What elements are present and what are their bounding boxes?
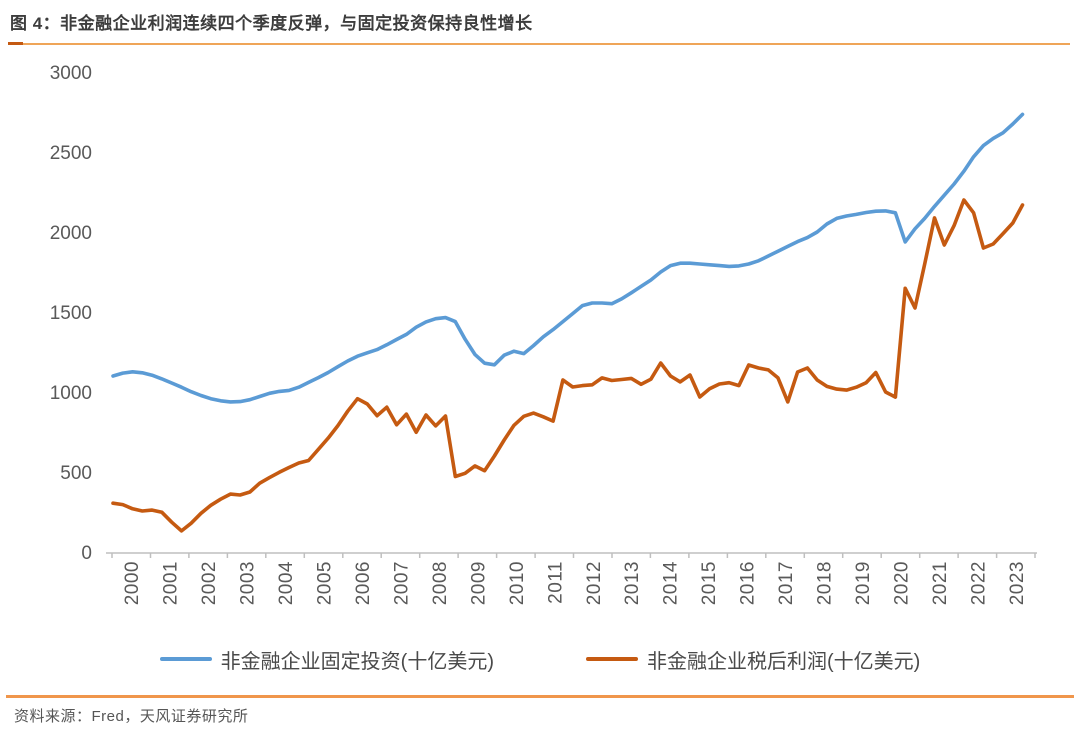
legend-label-after-tax-profit: 非金融企业税后利润(十亿美元) — [647, 650, 921, 673]
x-axis-label: 2004 — [276, 561, 297, 605]
figure-title-block: 图 4：非金融企业利润连续四个季度反弹，与固定投资保持良性增长 — [8, 0, 1070, 45]
y-axis-label: 0 — [81, 543, 92, 564]
legend-marker-blue-line — [159, 657, 212, 661]
x-axis-label: 2011 — [545, 561, 566, 604]
x-axis-label: 2012 — [584, 561, 605, 605]
x-axis-label: 2008 — [430, 561, 451, 605]
x-axis-label: 2000 — [122, 561, 143, 605]
x-axis-label: 2002 — [199, 561, 220, 605]
x-axis-label: 2022 — [968, 561, 989, 605]
legend-item-after-tax-profit: 非金融企业税后利润(十亿美元) — [586, 645, 920, 674]
x-axis-label: 2016 — [738, 561, 759, 605]
source-row: 资料来源：Fred，天风证券研究所 — [6, 695, 1074, 730]
x-axis-label: 2023 — [1007, 561, 1028, 605]
x-axis-label: 2019 — [853, 561, 874, 605]
x-axis-label: 2005 — [315, 561, 336, 605]
x-axis-label: 2017 — [776, 561, 797, 605]
x-axis-label: 2018 — [815, 561, 836, 605]
y-axis-label: 500 — [60, 463, 92, 484]
x-axis-label: 2020 — [891, 561, 912, 605]
chart-legend: 非金融企业固定投资(十亿美元) 非金融企业税后利润(十亿美元) — [0, 638, 1080, 680]
series-line-after-tax-profit — [111, 198, 1025, 533]
chart-svg: 0 500 1000 1500 2000 2500 3000 2000 2001 2002 2003… — [50, 63, 1037, 605]
y-axis-label: 2500 — [50, 143, 92, 164]
x-axis-label: 2014 — [661, 561, 682, 605]
y-axis-label: 1500 — [50, 303, 92, 324]
x-axis-label: 2010 — [507, 561, 528, 605]
legend-item-fixed-investment: 非金融企业固定投资(十亿美元) — [159, 645, 494, 674]
figure-title: 图 4：非金融企业利润连续四个季度反弹，与固定投资保持良性增长 — [10, 14, 533, 33]
x-axis-label: 2003 — [238, 561, 259, 605]
source-text: 资料来源：Fred，天风证券研究所 — [14, 708, 249, 725]
y-axis-label: 1000 — [50, 383, 92, 404]
x-axis-label: 2021 — [930, 561, 951, 605]
legend-marker-orange-line — [586, 657, 638, 661]
title-underline-accent — [8, 42, 23, 45]
x-axis-label: 2006 — [353, 561, 374, 605]
legend-label-fixed-investment: 非金融企业固定投资(十亿美元) — [220, 650, 494, 673]
x-axis-label: 2013 — [622, 561, 643, 605]
x-axis-label: 2007 — [392, 561, 413, 605]
x-axis-label: 2009 — [468, 561, 489, 605]
x-axis-label: 2001 — [161, 561, 182, 605]
y-axis-label: 3000 — [50, 63, 92, 84]
series-line-fixed-investment — [111, 112, 1025, 404]
x-axis-label: 2015 — [699, 561, 720, 605]
y-axis-label: 2000 — [50, 223, 92, 244]
